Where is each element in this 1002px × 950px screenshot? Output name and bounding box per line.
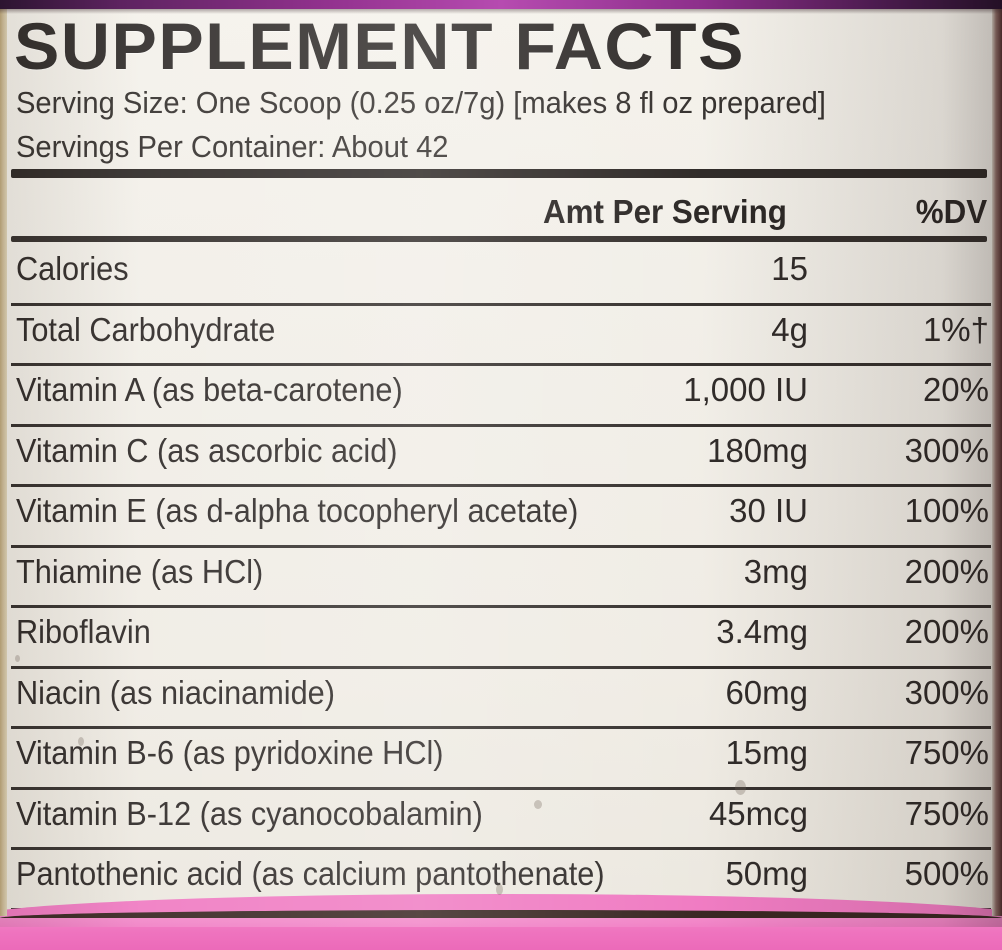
table-row: Thiamine (as HCl) 3mg 200%: [11, 548, 991, 608]
serving-size-text: Serving Size: One Scoop (0.25 oz/7g) [ma…: [16, 85, 826, 120]
nutrient-name: Riboflavin: [16, 613, 151, 650]
nutrient-amount: 1,000 IU: [683, 371, 808, 408]
nutrient-daily-value: 300%: [904, 431, 989, 469]
nutrient-daily-value: 200%: [904, 552, 989, 590]
nutrient-daily-value: 750%: [904, 794, 989, 832]
package-bottom-band: [0, 910, 1002, 950]
nutrient-daily-value: 750%: [904, 734, 989, 771]
package-top-shadow: [0, 9, 1002, 14]
nutrient-name: Calories: [16, 250, 129, 287]
nutrient-daily-value: 200%: [904, 613, 989, 650]
table-row: Niacin (as niacinamide) 60mg 300%: [11, 669, 991, 729]
nutrient-daily-value: 1%†: [922, 310, 989, 348]
table-row: Total Carbohydrate 4g 1%†: [11, 306, 991, 366]
nutrient-table: Calories 15 Total Carbohydrate 4g 1%† Vitamin…: [0, 245, 1002, 950]
table-row: Vitamin B-6 (as pyridoxine HCl) 15mg 750%: [11, 729, 991, 790]
table-row: Vitamin C (as ascorbic acid) 180mg 300%: [11, 427, 991, 487]
nutrient-daily-value: 500%: [904, 855, 989, 892]
nutrient-amount: 3.4mg: [716, 613, 808, 650]
page-title: SUPPLEMENT FACTS: [14, 9, 746, 83]
nutrient-name: Vitamin B-12 (as cyanocobalamin): [16, 794, 483, 832]
nutrient-name: Vitamin C (as ascorbic acid): [16, 431, 398, 469]
column-header-amount: Amt Per Serving: [543, 193, 787, 230]
nutrient-daily-value: 300%: [904, 673, 989, 711]
nutrient-amount: 4g: [771, 310, 808, 348]
column-header-rule: [11, 236, 987, 242]
nutrient-amount: 15: [771, 250, 808, 287]
table-row: Vitamin A (as beta-carotene) 1,000 IU 20%: [11, 366, 991, 427]
package-left-trim: [0, 9, 7, 927]
nutrient-amount: 50mg: [725, 855, 808, 892]
nutrient-name: Niacin (as niacinamide): [16, 673, 335, 711]
nutrient-amount: 60mg: [725, 673, 808, 711]
nutrient-name: Vitamin A (as beta-carotene): [16, 371, 403, 408]
package-right-trim: [992, 9, 1002, 927]
nutrient-amount: 30 IU: [729, 492, 808, 529]
nutrient-daily-value: 20%: [922, 371, 989, 408]
package-top-trim: [0, 0, 1002, 9]
table-row: Vitamin E (as d-alpha tocopheryl acetate…: [11, 487, 991, 548]
label-content: SUPPLEMENT FACTS Serving Size: One Scoop…: [0, 9, 1002, 950]
nutrient-amount: 180mg: [707, 431, 808, 469]
nutrient-amount: 3mg: [743, 552, 808, 590]
nutrient-name: Total Carbohydrate: [16, 310, 276, 348]
nutrient-name: Vitamin E (as d-alpha tocopheryl acetate…: [16, 492, 579, 529]
nutrient-name: Vitamin B-6 (as pyridoxine HCl): [16, 734, 444, 771]
nutrient-daily-value: 100%: [904, 492, 989, 529]
nutrient-name: Thiamine (as HCl): [16, 552, 264, 590]
table-row: Vitamin B-12 (as cyanocobalamin) 45mcg 750…: [11, 790, 991, 850]
table-row: Calories 15: [11, 245, 991, 306]
table-row: Riboflavin 3.4mg 200%: [11, 608, 991, 669]
servings-per-container-text: Servings Per Container: About 42: [16, 129, 449, 164]
column-header-daily-value: %DV: [915, 193, 987, 230]
nutrient-amount: 45mcg: [708, 794, 808, 832]
nutrient-amount: 15mg: [725, 734, 808, 771]
heavy-divider-rule: [11, 169, 987, 178]
nutrient-name: Pantothenic acid (as calcium pantothenat…: [16, 855, 605, 892]
